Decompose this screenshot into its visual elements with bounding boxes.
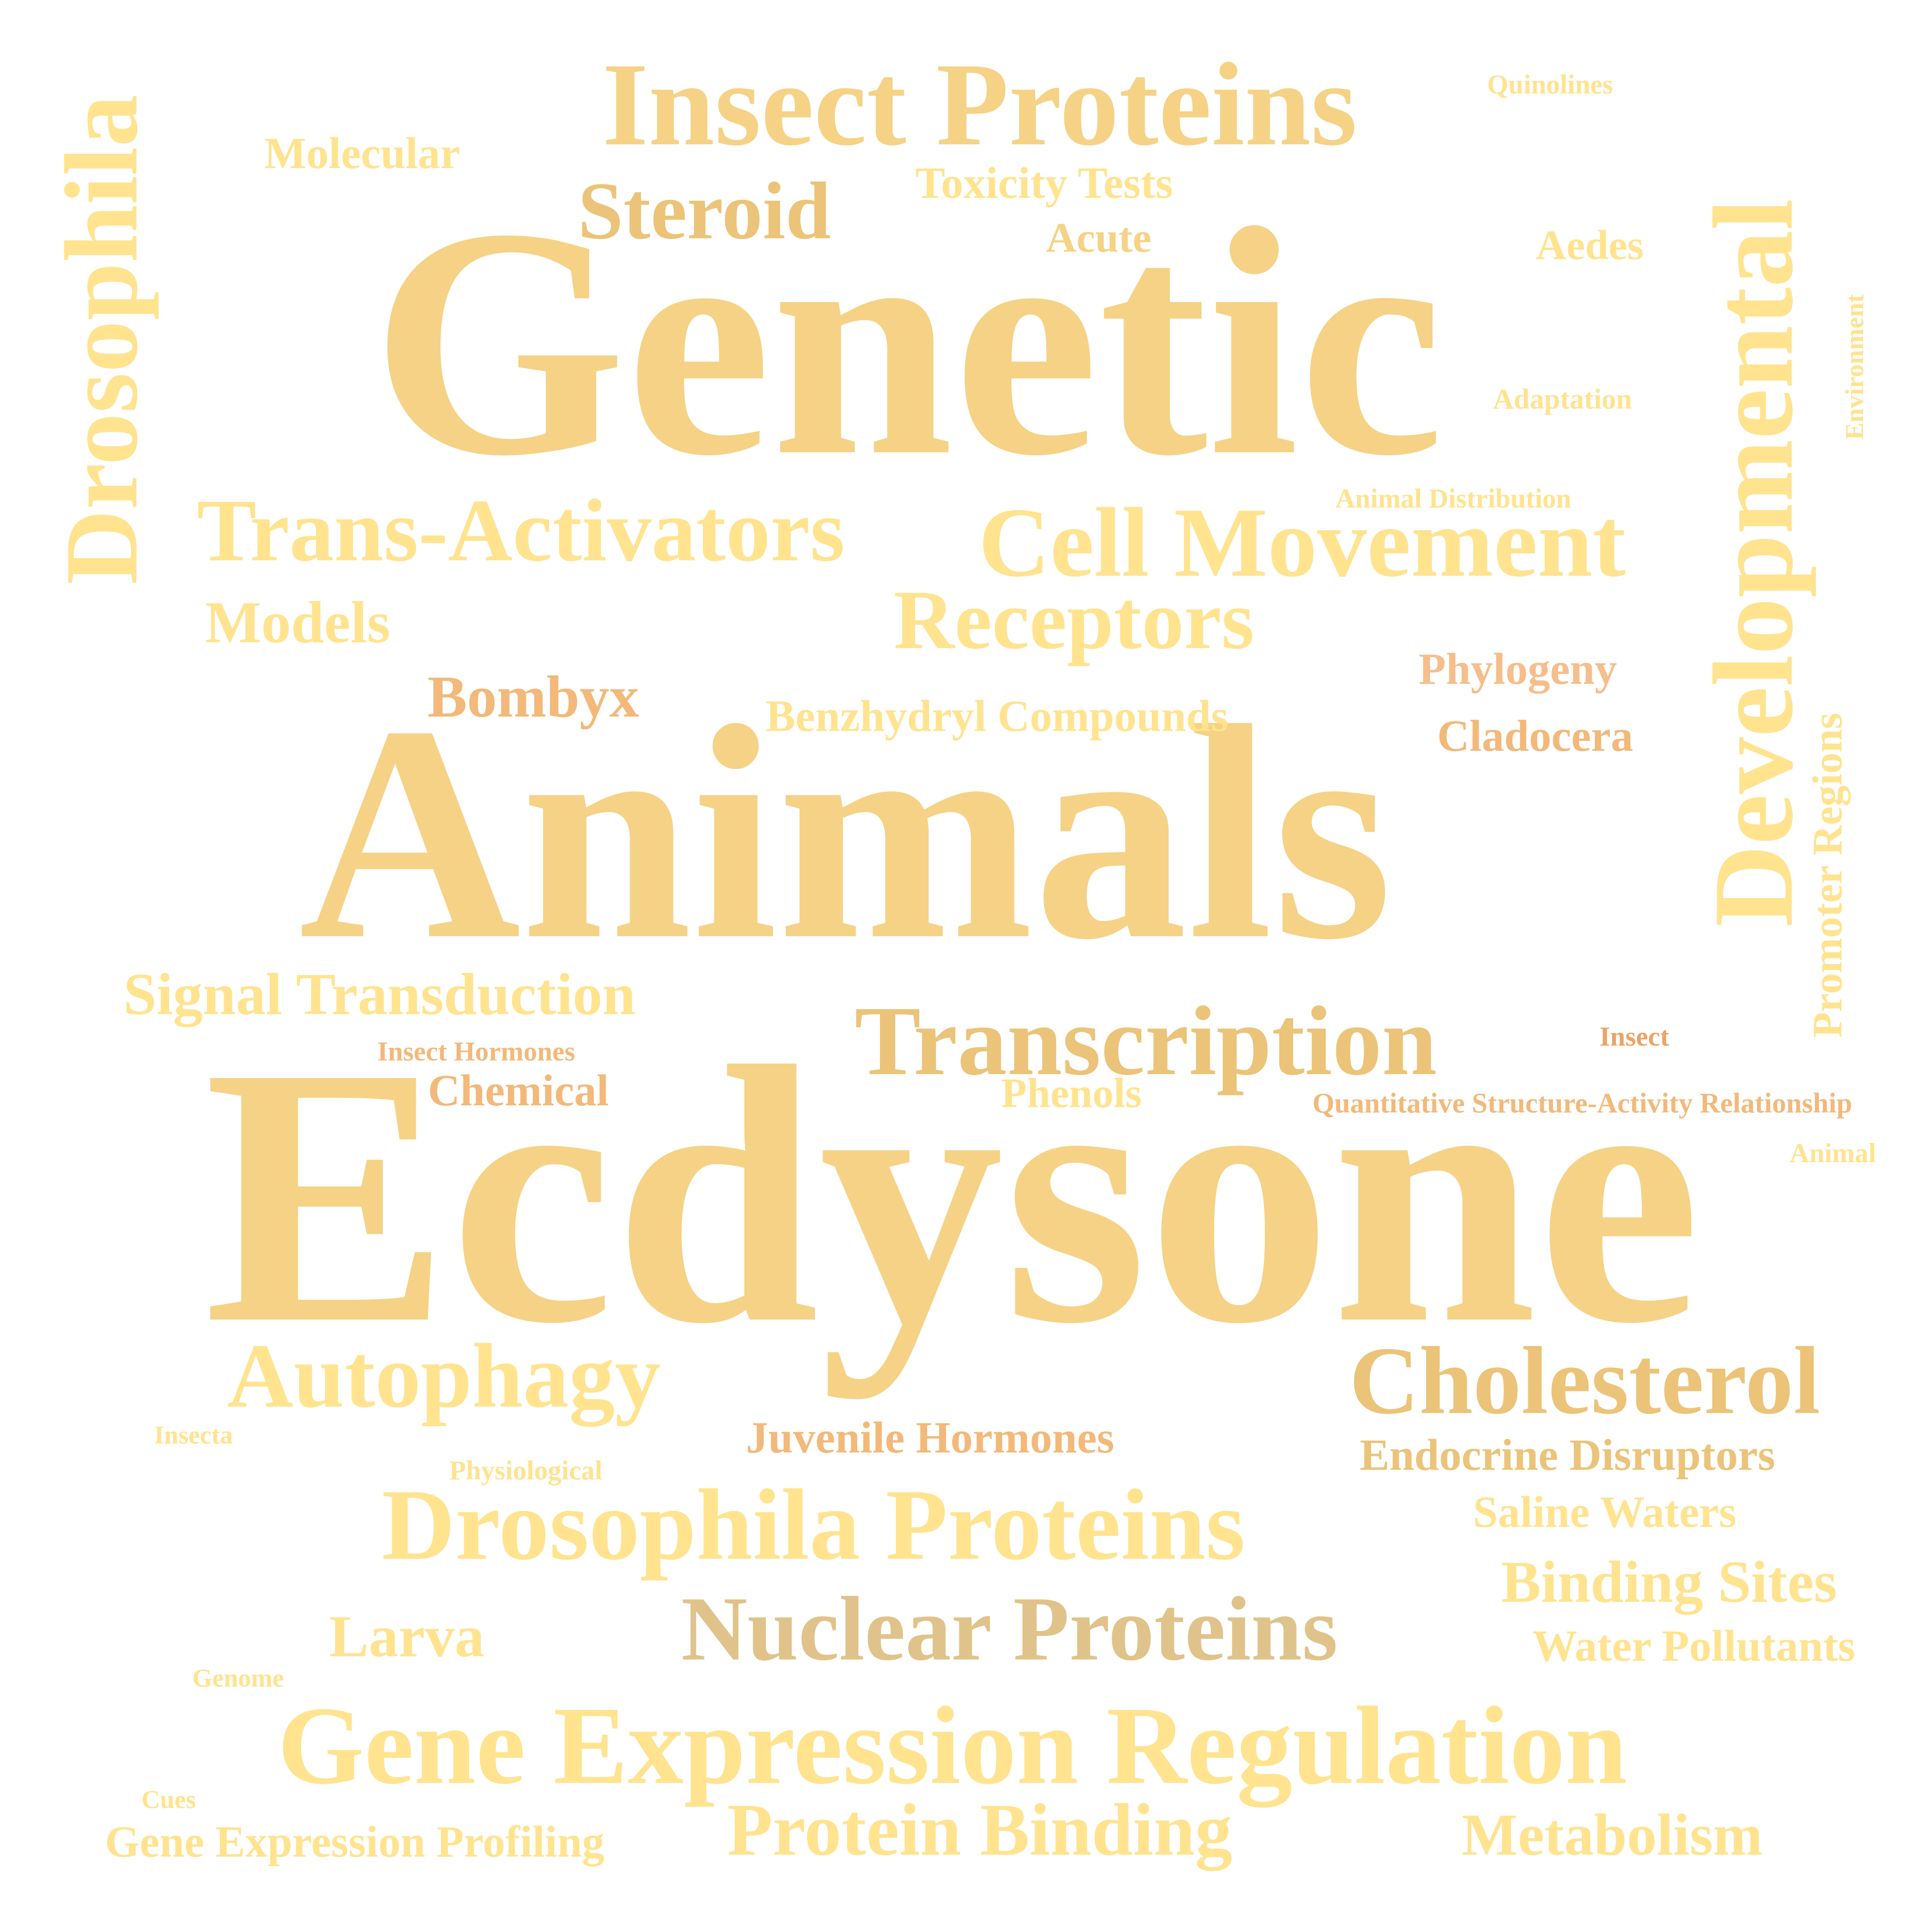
word-cues: Cues	[141, 1786, 196, 1814]
word-phylogeny: Phylogeny	[1418, 645, 1618, 694]
word-models: Models	[205, 589, 390, 655]
word-steroid: Steroid	[577, 165, 831, 256]
word-toxicity-tests: Toxicity Tests	[915, 159, 1173, 208]
word-chemical: Chemical	[428, 1066, 609, 1115]
word-nuclear-proteins: Nuclear Proteins	[681, 1578, 1338, 1680]
word-saline-waters: Saline Waters	[1473, 1488, 1737, 1537]
word-animal-distribution: Animal Distribution	[1335, 483, 1571, 514]
word-larva: Larva	[329, 1603, 485, 1669]
word-ecdysone: Ecdysone	[204, 991, 1701, 1399]
word-genome: Genome	[192, 1664, 284, 1692]
word-gene-expression-regulation: Gene Expression Regulation	[277, 1683, 1627, 1808]
word-metabolism: Metabolism	[1461, 1802, 1763, 1868]
word-animals: Animals	[299, 663, 1393, 1003]
word-transcription: Transcription	[854, 986, 1437, 1096]
word-aedes: Aedes	[1536, 222, 1644, 269]
word-binding-sites: Binding Sites	[1501, 1549, 1837, 1615]
word-insecta: Insecta	[154, 1421, 233, 1449]
word-drosophila: Drosophila	[44, 94, 159, 585]
word-cell-movement: Cell Movement	[978, 488, 1626, 598]
word-endocrine-disruptors: Endocrine Disruptors	[1360, 1431, 1775, 1480]
word-genetic: Genetic	[371, 161, 1444, 523]
word-bombyx: Bombyx	[427, 664, 639, 729]
word-cladocera: Cladocera	[1437, 712, 1633, 761]
word-protein-binding: Protein Binding	[727, 1789, 1233, 1871]
word-signal-transduction: Signal Transduction	[123, 961, 636, 1027]
word-molecular: Molecular	[264, 129, 460, 178]
word-insect: Insect	[1599, 1021, 1670, 1052]
word-insect-proteins: Insect Proteins	[602, 38, 1358, 170]
word-trans-activators: Trans-Activators	[196, 481, 845, 580]
word-cholesterol: Cholesterol	[1349, 1327, 1820, 1435]
word-adaptation: Adaptation	[1493, 383, 1632, 415]
word-environment: Environment	[1841, 294, 1869, 440]
word-physiological: Physiological	[449, 1455, 603, 1486]
word-juvenile-hormones: Juvenile Hormones	[746, 1413, 1115, 1462]
word-gene-expression-profiling: Gene Expression Profiling	[105, 1817, 605, 1867]
word-developmental: Developmental	[1690, 198, 1816, 927]
word-acute: Acute	[1046, 214, 1152, 261]
word-animal: Animal	[1789, 1138, 1876, 1168]
word-quantitative-structure-activity-relationship: Quantitative Structure-Activity Relation…	[1312, 1087, 1853, 1119]
word-quinolines: Quinolines	[1487, 69, 1613, 100]
word-autophagy: Autophagy	[227, 1325, 661, 1427]
word-water-pollutants: Water Pollutants	[1532, 1622, 1856, 1671]
word-drosophila-proteins: Drosophila Proteins	[381, 1468, 1246, 1581]
word-insect-hormones: Insect Hormones	[377, 1036, 575, 1067]
word-promoter-regions: Promoter Regions	[1804, 713, 1851, 1038]
word-benzhydryl-compounds: Benzhydryl Compounds	[765, 692, 1229, 741]
word-phenols: Phenols	[1001, 1070, 1142, 1117]
word-receptors: Receptors	[893, 573, 1254, 666]
